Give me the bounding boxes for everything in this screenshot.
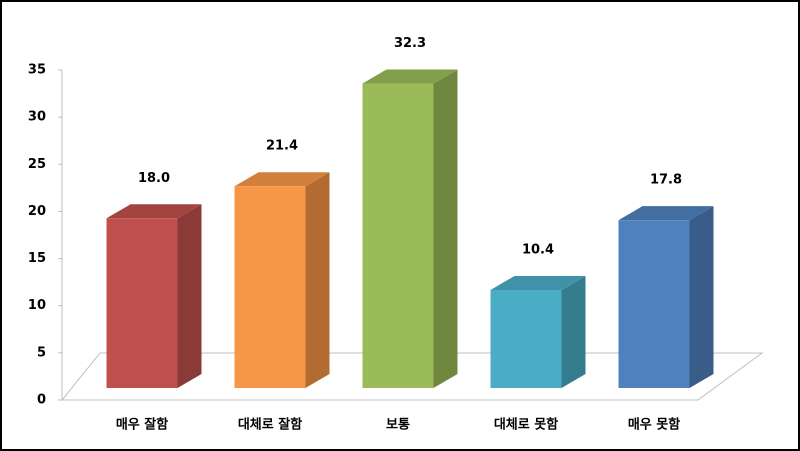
bar [362,83,434,388]
x-tick-label: 대체로 못함 [494,417,558,433]
y-tick-label: 25 [28,157,46,172]
bar-top [362,69,458,84]
value-label: 18.0 [138,171,170,186]
y-tick-label: 5 [37,345,46,360]
bar [618,220,690,388]
bar-side [689,206,714,388]
bar-side [305,172,330,388]
value-label: 32.3 [394,36,426,51]
bar-side [433,69,458,388]
y-tick-label: 15 [28,251,46,266]
bar [490,289,562,388]
bar-top [234,172,330,187]
value-label: 10.4 [522,242,554,257]
y-tick-label: 0 [37,393,46,408]
x-tick-label: 매우 잘함 [116,417,168,433]
bar [234,186,306,388]
value-label: 17.8 [650,173,682,188]
bar-top [490,275,586,290]
x-tick-label: 매우 못함 [628,417,680,433]
y-tick-label: 10 [28,298,46,313]
bar-top [106,204,202,219]
y-tick-label: 20 [28,204,46,219]
bar-side [177,204,202,388]
x-tick-label: 대체로 잘함 [238,417,302,433]
bar-side [561,275,586,388]
y-tick-label: 35 [28,63,46,78]
bar-top [618,206,714,221]
x-tick-label: 보통 [386,418,410,433]
bar [106,218,178,388]
y-tick-label: 30 [28,110,46,125]
value-label: 21.4 [266,139,298,154]
